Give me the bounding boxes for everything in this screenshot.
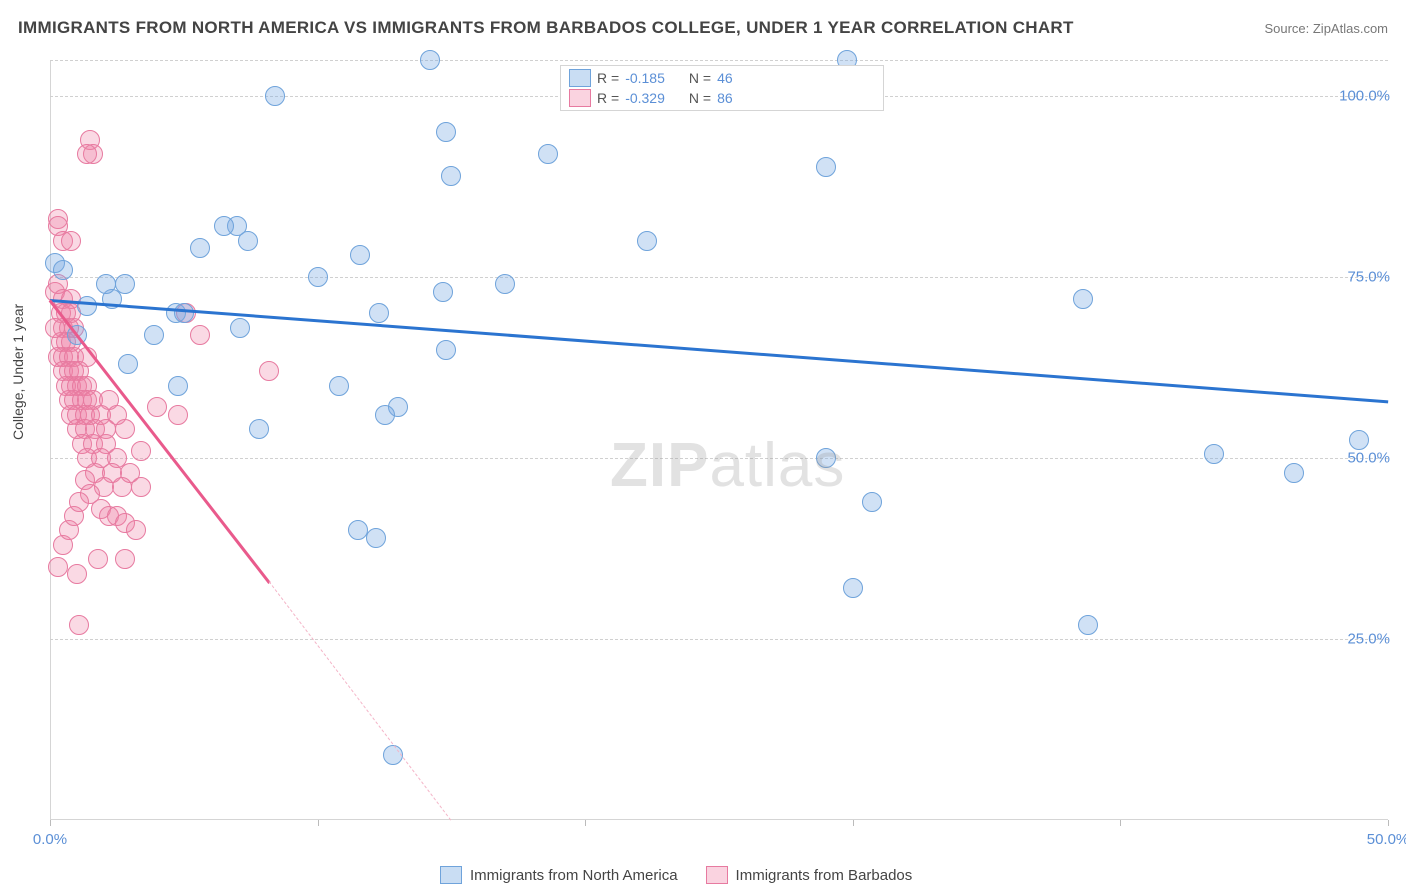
data-point-blue [329, 376, 349, 396]
r-value: -0.185 [625, 70, 665, 86]
x-tick-label: 50.0% [1367, 831, 1406, 848]
data-point-blue [366, 528, 386, 548]
legend-swatch-blue [569, 69, 591, 87]
x-tick-mark [1388, 820, 1389, 826]
data-point-blue [265, 86, 285, 106]
data-point-blue [862, 492, 882, 512]
data-point-pink [61, 231, 81, 251]
x-tick-mark [853, 820, 854, 826]
gridline-horizontal [50, 277, 1388, 278]
data-point-blue [816, 448, 836, 468]
data-point-pink [45, 318, 65, 338]
data-point-pink [69, 492, 89, 512]
data-point-blue [348, 520, 368, 540]
data-point-blue [1078, 615, 1098, 635]
data-point-blue [369, 303, 389, 323]
n-label: N = [689, 90, 711, 106]
legend-label: Immigrants from North America [470, 867, 678, 884]
legend-item: Immigrants from North America [440, 866, 678, 884]
data-point-blue [843, 578, 863, 598]
r-label: R = [597, 90, 619, 106]
correlation-legend: R = -0.185 N = 46 R = -0.329 N = 86 [560, 65, 884, 111]
data-point-blue [1284, 463, 1304, 483]
y-tick-label: 25.0% [1347, 631, 1390, 648]
data-point-blue [1204, 444, 1224, 464]
x-tick-mark [585, 820, 586, 826]
data-point-blue [637, 231, 657, 251]
gridline-horizontal [50, 60, 1388, 61]
data-point-blue [96, 274, 116, 294]
y-tick-label: 50.0% [1347, 450, 1390, 467]
r-label: R = [597, 70, 619, 86]
x-tick-mark [1120, 820, 1121, 826]
data-point-pink [259, 361, 279, 381]
legend-swatch-blue [440, 866, 462, 884]
legend-swatch-pink [569, 89, 591, 107]
data-point-pink [131, 441, 151, 461]
x-tick-label: 0.0% [33, 831, 67, 848]
data-point-blue [308, 267, 328, 287]
data-point-blue [174, 303, 194, 323]
data-point-blue [436, 122, 456, 142]
source-attribution: Source: ZipAtlas.com [1264, 21, 1388, 36]
data-point-blue [238, 231, 258, 251]
data-point-blue [1349, 430, 1369, 450]
data-point-pink [48, 557, 68, 577]
data-point-blue [436, 340, 456, 360]
gridline-horizontal [50, 639, 1388, 640]
data-point-blue [350, 245, 370, 265]
scatter-plot: 25.0%50.0%75.0%100.0%0.0%50.0% [50, 60, 1388, 820]
x-tick-mark [50, 820, 51, 826]
data-point-blue [420, 50, 440, 70]
data-point-pink [131, 477, 151, 497]
n-value: 46 [717, 70, 733, 86]
data-point-pink [147, 397, 167, 417]
data-point-pink [88, 549, 108, 569]
data-point-blue [118, 354, 138, 374]
data-point-blue [433, 282, 453, 302]
data-point-blue [249, 419, 269, 439]
data-point-blue [53, 260, 73, 280]
n-label: N = [689, 70, 711, 86]
gridline-horizontal [50, 458, 1388, 459]
r-value: -0.329 [625, 90, 665, 106]
data-point-blue [375, 405, 395, 425]
data-point-pink [126, 520, 146, 540]
chart-title: IMMIGRANTS FROM NORTH AMERICA VS IMMIGRA… [18, 18, 1074, 38]
series-legend: Immigrants from North America Immigrants … [440, 866, 912, 884]
data-point-blue [214, 216, 234, 236]
data-point-blue [230, 318, 250, 338]
y-axis-label: College, Under 1 year [10, 304, 26, 440]
data-point-pink [115, 549, 135, 569]
data-point-blue [144, 325, 164, 345]
legend-label: Immigrants from Barbados [736, 867, 913, 884]
legend-row: R = -0.185 N = 46 [569, 68, 875, 88]
data-point-blue [1073, 289, 1093, 309]
x-tick-mark [318, 820, 319, 826]
data-point-blue [190, 238, 210, 258]
chart-plot-area: 25.0%50.0%75.0%100.0%0.0%50.0% ZIPatlas … [50, 60, 1388, 820]
y-tick-label: 75.0% [1347, 269, 1390, 286]
data-point-blue [441, 166, 461, 186]
n-value: 86 [717, 90, 733, 106]
data-point-blue [168, 376, 188, 396]
data-point-pink [77, 144, 97, 164]
trendline-trend-blue [50, 299, 1388, 403]
legend-swatch-pink [706, 866, 728, 884]
data-point-blue [77, 296, 97, 316]
data-point-pink [190, 325, 210, 345]
data-point-pink [69, 615, 89, 635]
data-point-pink [67, 564, 87, 584]
trendline-trend-pink-dash [269, 581, 452, 820]
data-point-pink [168, 405, 188, 425]
y-tick-label: 100.0% [1339, 88, 1390, 105]
legend-item: Immigrants from Barbados [706, 866, 913, 884]
data-point-pink [112, 477, 132, 497]
data-point-blue [816, 157, 836, 177]
data-point-blue [495, 274, 515, 294]
legend-row: R = -0.329 N = 86 [569, 88, 875, 108]
data-point-blue [538, 144, 558, 164]
data-point-pink [115, 419, 135, 439]
